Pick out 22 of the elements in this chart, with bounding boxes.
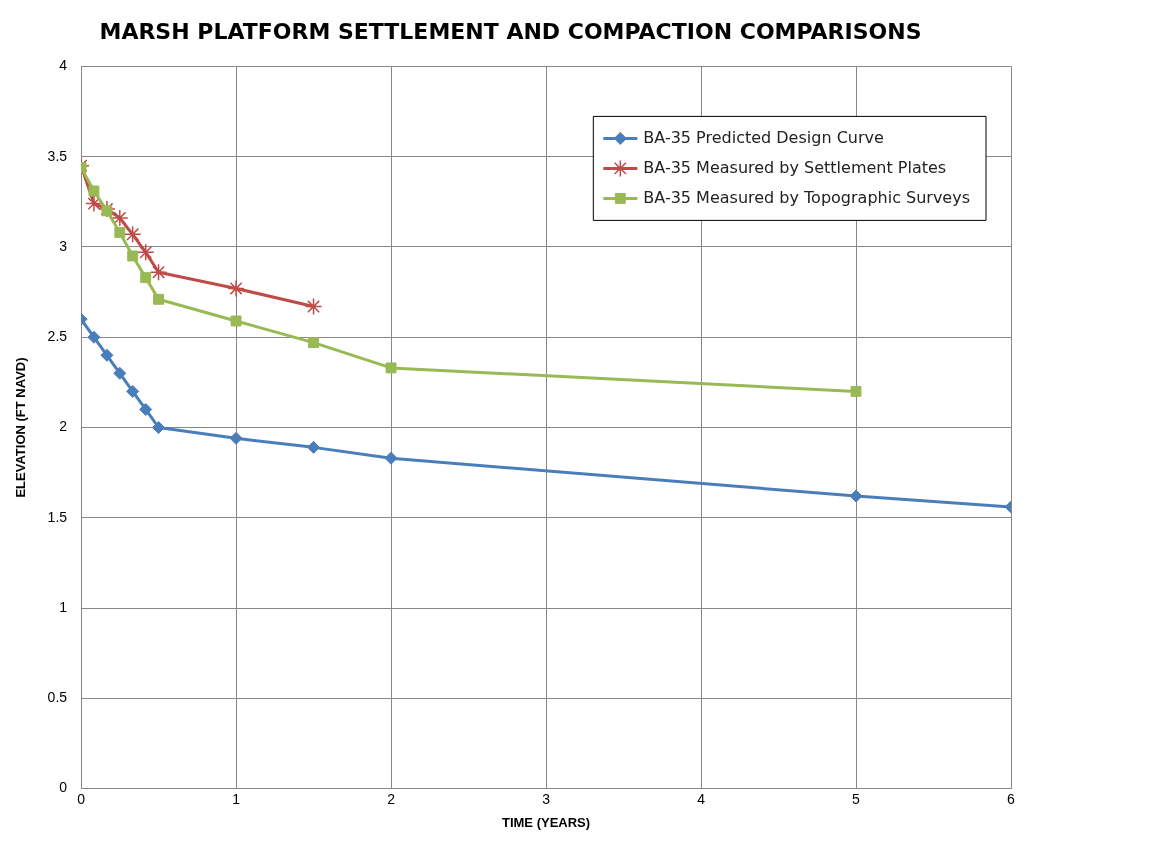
x-tick-label: 2 <box>387 790 396 807</box>
y-tick-label: 4 <box>59 57 68 74</box>
x-tick-label: 6 <box>1007 790 1016 807</box>
y-tick-label: 1.5 <box>47 508 68 525</box>
y-tick-label: 1 <box>59 598 68 615</box>
y-tick-label: 0 <box>59 779 68 796</box>
x-tick-label: 0 <box>77 790 86 807</box>
y-tick-label: 3.5 <box>47 147 68 164</box>
y-tick-label: 3 <box>59 237 68 254</box>
legend-label: BA-35 Measured by Topographic Surveys <box>643 187 970 207</box>
y-tick-label: 0.5 <box>47 689 68 706</box>
x-tick-label: 3 <box>542 790 551 807</box>
y-tick-label: 2 <box>59 418 68 435</box>
x-tick-label: 4 <box>697 790 706 807</box>
legend-label: BA-35 Predicted Design Curve <box>643 127 884 147</box>
x-tick-label: 5 <box>852 790 861 807</box>
chart-title: MARSH PLATFORM SETTLEMENT AND COMPACTION COMPARISONS <box>99 18 922 44</box>
y-tick-label: 2.5 <box>47 328 68 345</box>
y-axis-title: ELEVATION (FT NAVD) <box>13 357 29 498</box>
x-axis-title: TIME (YEARS) <box>501 814 591 830</box>
x-tick-label: 1 <box>232 790 241 807</box>
legend-label: BA-35 Measured by Settlement Plates <box>643 157 947 177</box>
